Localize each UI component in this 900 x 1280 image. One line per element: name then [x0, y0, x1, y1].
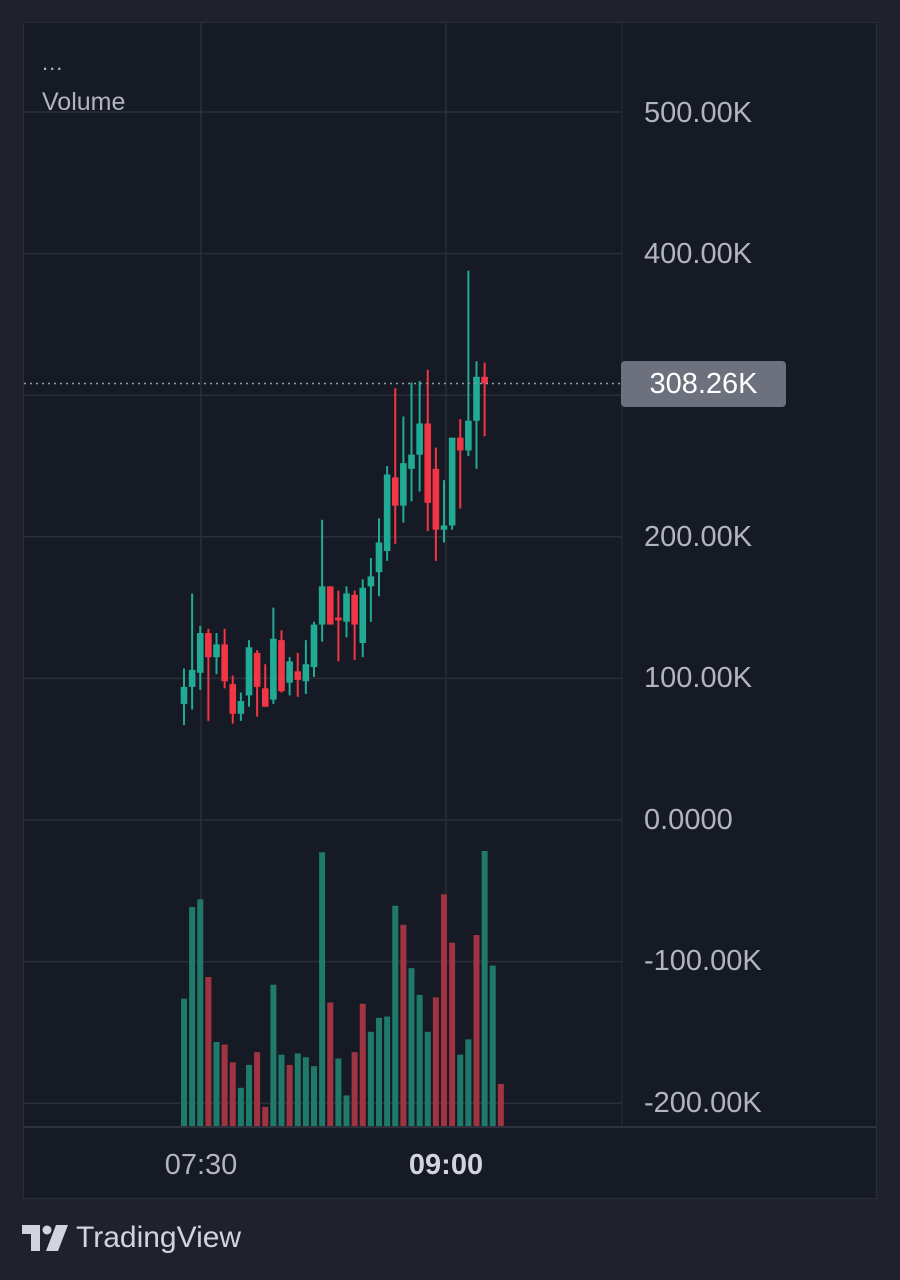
volume-bar: [262, 1106, 269, 1126]
volume-bar: [359, 1003, 366, 1126]
volume-bar: [327, 1002, 334, 1126]
price-tick-label: 400.00K: [644, 238, 753, 270]
candle-body: [294, 671, 302, 680]
volume-bar: [302, 1057, 309, 1126]
candle-body: [351, 594, 358, 625]
candle-body: [318, 586, 326, 625]
volume-bar: [441, 894, 447, 1126]
candle-body: [229, 684, 237, 714]
volume-bar: [229, 1062, 236, 1126]
candle-body: [375, 542, 383, 573]
candle-body: [237, 701, 245, 714]
price-tick-label: 100.00K: [644, 662, 753, 694]
brand[interactable]: TradingView: [22, 1220, 241, 1256]
candle-body: [245, 647, 253, 696]
volume-bar: [351, 1052, 358, 1126]
candle-body: [335, 617, 342, 621]
volume-bar: [205, 977, 212, 1126]
candle-body: [391, 477, 399, 506]
volume-bar: [416, 994, 423, 1126]
volume-bar: [376, 1017, 382, 1126]
volume-bar: [270, 984, 277, 1126]
price-tick-label: -200.00K: [644, 1087, 762, 1119]
indicator-label-volume: Volume: [42, 88, 126, 116]
volume-bar: [473, 935, 480, 1126]
volume-bar: [481, 851, 488, 1126]
volume-bar: [449, 942, 456, 1126]
volume-bar: [294, 1053, 301, 1126]
candle-body: [180, 686, 188, 704]
volume-bar: [392, 905, 399, 1126]
candle-body: [359, 587, 367, 643]
candle-body: [310, 624, 318, 668]
candle-body: [465, 420, 472, 451]
volume-bar: [367, 1031, 374, 1126]
candle-body: [196, 633, 204, 673]
volume-bar: [213, 1041, 220, 1126]
candle-body: [456, 437, 464, 451]
volume-bar: [311, 1066, 317, 1126]
candle-body: [448, 437, 456, 526]
volume-bar: [408, 968, 415, 1126]
candle-body: [278, 640, 285, 692]
last-value-badge: 308.26K: [621, 361, 786, 407]
candle-body: [424, 423, 432, 503]
candle-body: [416, 423, 423, 455]
volume-bar: [278, 1054, 285, 1126]
volume-bar: [246, 1064, 252, 1126]
volume-bar: [319, 852, 326, 1126]
candle-body: [440, 525, 448, 530]
candle-body: [481, 376, 488, 384]
volume-bar: [400, 924, 407, 1126]
indicator-menu-icon[interactable]: ...: [42, 50, 64, 75]
volume-layer: [181, 851, 504, 1126]
volume-bar: [343, 1095, 350, 1126]
candle-body: [408, 454, 415, 469]
volume-bar: [221, 1044, 228, 1126]
price-tick-label: 0.0000: [644, 804, 733, 836]
volume-bar: [286, 1064, 293, 1126]
volume-bar: [197, 899, 204, 1126]
volume-bar: [254, 1052, 261, 1126]
volume-bar: [489, 965, 496, 1126]
candle-body: [432, 468, 440, 530]
candle-body: [286, 661, 293, 683]
volume-bar: [181, 998, 187, 1126]
price-tick-label: 200.00K: [644, 521, 753, 553]
price-tick-label: -100.00K: [644, 945, 762, 977]
candle-body: [383, 474, 391, 551]
volume-bar: [424, 1031, 431, 1126]
volume-bar: [384, 1016, 391, 1126]
volume-bar: [335, 1058, 342, 1126]
candle-body: [473, 376, 480, 421]
candle-body: [270, 638, 277, 700]
volume-bar: [497, 1083, 504, 1126]
time-tick-label: 09:00: [408, 1149, 484, 1181]
volume-bar: [237, 1087, 244, 1126]
candle-body: [343, 593, 350, 622]
candle-body: [367, 576, 375, 587]
time-tick-label: 07:30: [164, 1149, 238, 1181]
grid-layer: [24, 23, 876, 1128]
candle-body: [261, 688, 269, 707]
candle-body: [253, 652, 261, 687]
candle-layer: [180, 270, 488, 726]
volume-bar: [189, 907, 196, 1126]
price-tick-label: 500.00K: [644, 97, 753, 129]
candle-body: [188, 669, 196, 687]
candle-body: [302, 664, 310, 682]
candle-body: [326, 586, 334, 625]
brand-name: TradingView: [76, 1221, 242, 1254]
volume-bar: [465, 1039, 472, 1126]
candle-body: [213, 644, 220, 658]
candle-body: [221, 644, 228, 682]
tradingview-logo-icon: [22, 1225, 68, 1251]
candle-body: [400, 463, 407, 506]
volume-bar: [432, 997, 439, 1126]
volume-bar: [457, 1054, 464, 1126]
candle-body: [205, 633, 212, 658]
